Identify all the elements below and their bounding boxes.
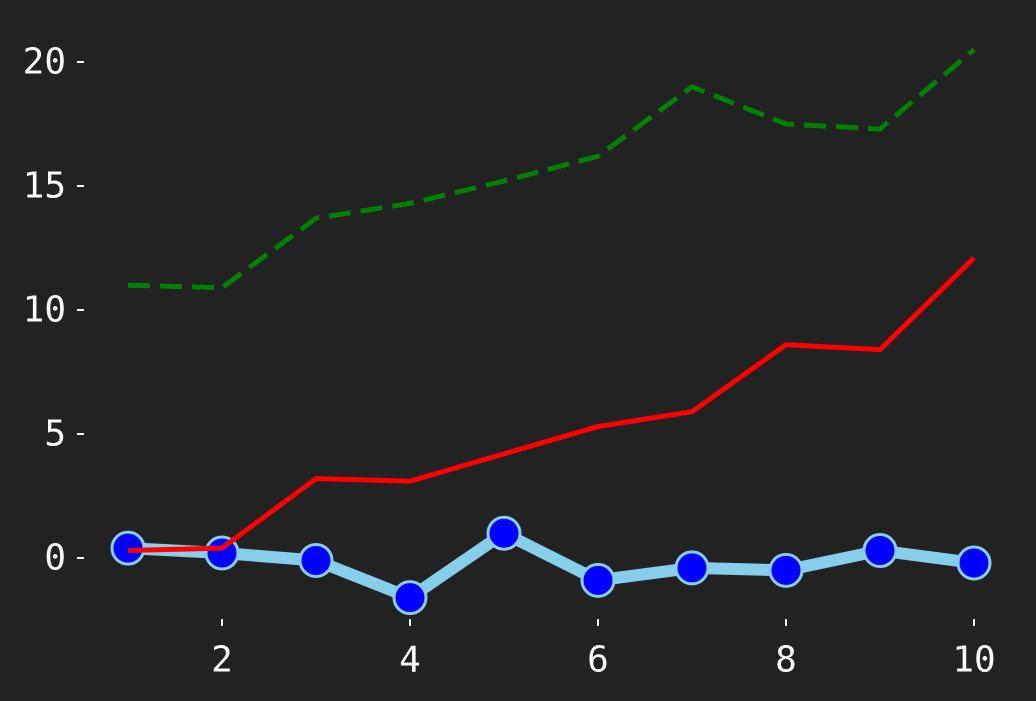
series-line [127, 256, 976, 554]
series-layer [110, 47, 992, 616]
data-point-marker [298, 542, 334, 578]
series-red-line [127, 256, 976, 554]
x-tick-label: 8 [775, 640, 797, 681]
x-tick-label: 2 [211, 640, 233, 681]
data-point-marker [862, 533, 898, 569]
y-axis: 0 5 10 15 20 [23, 42, 84, 579]
data-point-marker [768, 552, 804, 588]
series-dashed-green-line [127, 47, 976, 291]
y-tick-label: 15 [23, 166, 66, 207]
x-axis: 2 4 6 8 10 [211, 619, 996, 681]
data-point-marker [956, 545, 992, 581]
data-point-marker [392, 580, 428, 616]
x-tick-label: 10 [952, 640, 995, 681]
y-tick-label: 5 [44, 414, 66, 455]
x-tick-label: 4 [399, 640, 421, 681]
y-tick-label: 0 [44, 538, 66, 579]
data-point-marker [674, 550, 710, 586]
series-line [127, 47, 976, 291]
series-line [127, 527, 975, 604]
y-tick-label: 20 [23, 42, 66, 83]
data-point-marker [580, 562, 616, 598]
x-tick-label: 6 [587, 640, 609, 681]
y-tick-label: 10 [23, 290, 66, 331]
data-point-marker [486, 515, 522, 551]
